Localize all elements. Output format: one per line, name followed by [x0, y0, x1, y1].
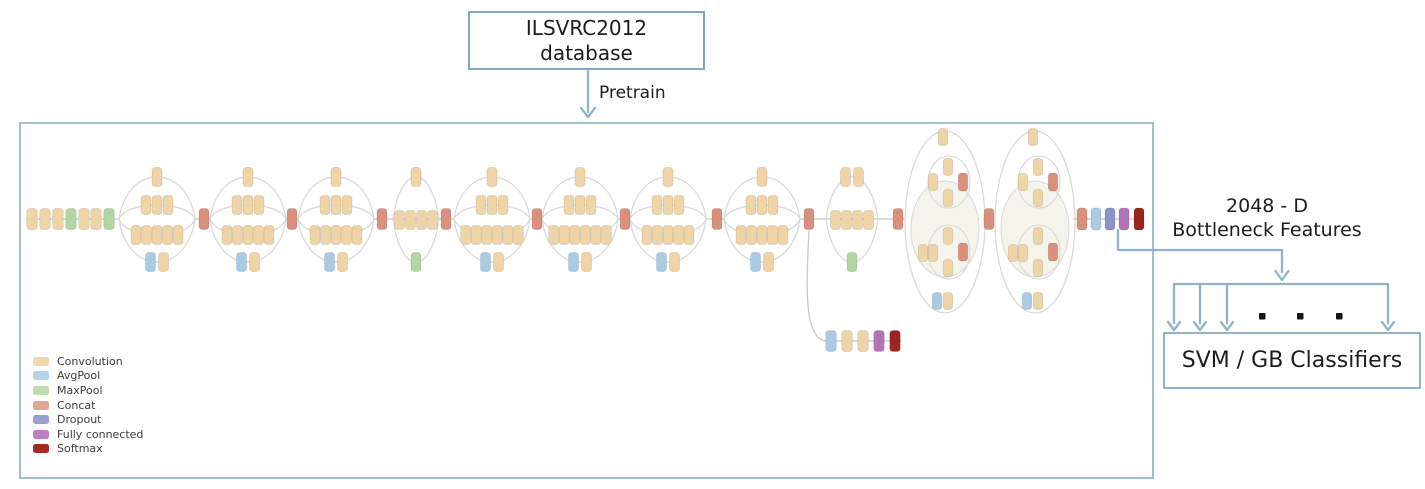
maxpool-swatch-icon — [33, 385, 49, 395]
legend: Convolution AvgPool MaxPool Concat Dropo… — [33, 354, 143, 456]
pretrain-arrow-label: Pretrain — [599, 83, 666, 103]
flow-arrow — [1192, 320, 1208, 332]
bottleneck-line2: Bottleneck Features — [1172, 219, 1362, 241]
flow-arrow — [1274, 269, 1290, 282]
legend-item-concat: Concat — [33, 398, 143, 413]
database-title-line1: ILSVRC2012 — [525, 15, 648, 40]
legend-item-maxpool: MaxPool — [33, 383, 143, 398]
convolution-swatch-icon — [33, 356, 49, 366]
classifiers-label: SVM / GB Classifiers — [1181, 348, 1403, 373]
inception-v3-network-panel — [19, 122, 1154, 479]
flow-arrow — [1219, 320, 1235, 332]
flow-arrow — [579, 106, 597, 119]
legend-item-dropout: Dropout — [33, 412, 143, 427]
ellipsis-dots — [1297, 313, 1304, 320]
ellipsis-dots — [1336, 313, 1343, 320]
concat-swatch-icon — [33, 400, 49, 410]
fully-connected-swatch-icon — [33, 429, 49, 439]
database-node: ILSVRC2012 database — [468, 11, 705, 70]
bottleneck-line1: 2048 - D — [1226, 195, 1308, 217]
legend-item-fully-connected: Fully connected — [33, 427, 143, 442]
avgpool-swatch-icon — [33, 371, 49, 381]
dropout-swatch-icon — [33, 415, 49, 425]
database-title-line2: database — [540, 40, 633, 65]
ellipsis-dots — [1259, 313, 1266, 320]
legend-item-softmax: Softmax — [33, 442, 143, 457]
bottleneck-features-label: 2048 - D Bottleneck Features — [1151, 194, 1383, 242]
classifiers-node: SVM / GB Classifiers — [1163, 332, 1421, 389]
legend-item-convolution: Convolution — [33, 354, 143, 369]
flow-arrow — [1380, 320, 1396, 332]
softmax-swatch-icon — [33, 444, 49, 454]
legend-item-avgpool: AvgPool — [33, 369, 143, 384]
flow-arrow — [1166, 320, 1182, 332]
